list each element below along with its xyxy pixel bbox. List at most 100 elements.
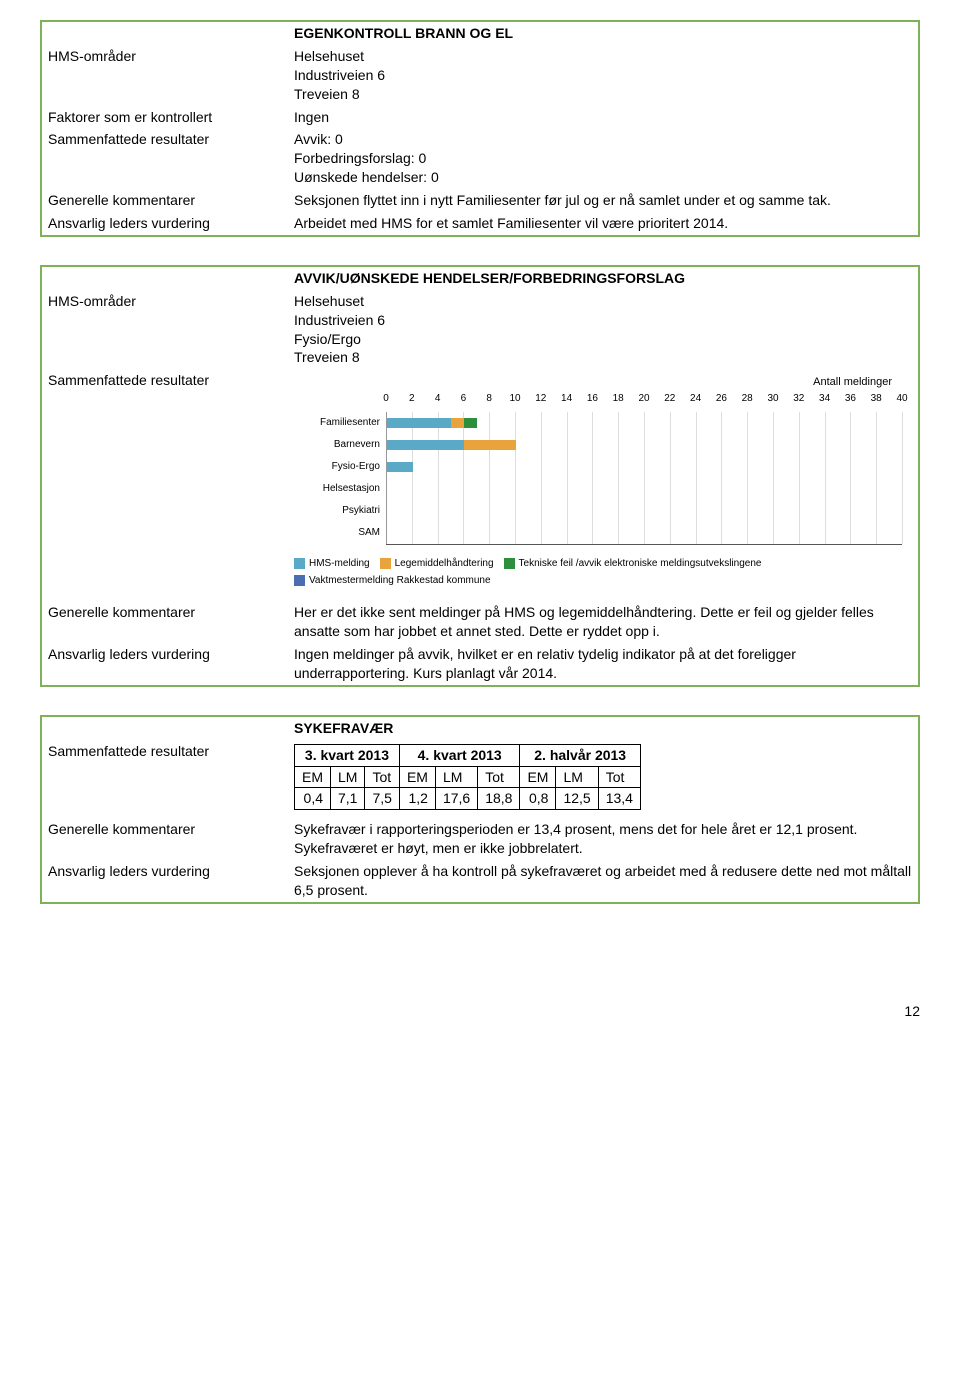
- box2-header: AVVIK/UØNSKEDE HENDELSER/FORBEDRINGSFORS…: [292, 267, 918, 290]
- bar-Familiesenter-tek: [464, 418, 477, 428]
- table-sub-header: EM: [399, 766, 435, 788]
- xtick-40: 40: [896, 392, 907, 406]
- xtick-8: 8: [486, 392, 492, 406]
- table-value: 0,8: [520, 788, 556, 810]
- xtick-4: 4: [435, 392, 441, 406]
- box3-table-cell: 3. kvart 20134. kvart 20132. halvår 2013…: [292, 740, 918, 819]
- chart-container: Antall meldinger 02468101214161820222426…: [292, 369, 918, 601]
- table-sub-header: Tot: [365, 766, 399, 788]
- table-sub-header: EM: [520, 766, 556, 788]
- chart-plot: FamiliesenterBarnevernFysio-ErgoHelsesta…: [294, 412, 902, 544]
- box1-row-label-4: Ansvarlig leders vurdering: [42, 212, 292, 235]
- table-sub-header: LM: [556, 766, 598, 788]
- xtick-2: 2: [409, 392, 415, 406]
- table-sub-header: LM: [331, 766, 365, 788]
- xtick-38: 38: [871, 392, 882, 406]
- box2-bottom-value-1: Ingen meldinger på avvik, hvilket er en …: [292, 643, 918, 685]
- bar-area-Barnevern: [386, 434, 902, 456]
- egenkontroll-block: EGENKONTROLL BRANN OG EL HMS-områderHels…: [40, 20, 920, 237]
- xtick-16: 16: [587, 392, 598, 406]
- box1-row-value-0: Helsehuset Industriveien 6 Treveien 8: [292, 45, 918, 106]
- xtick-34: 34: [819, 392, 830, 406]
- cat-label-Psykiatri: Psykiatri: [294, 504, 386, 518]
- bar-area-Helsestasjon: [386, 478, 902, 500]
- xtick-36: 36: [845, 392, 856, 406]
- box1-row-value-4: Arbeidet med HMS for et samlet Familiese…: [292, 212, 918, 235]
- sykefravaer-block: SYKEFRAVÆR Sammenfattede resultater 3. k…: [40, 715, 920, 904]
- legend-item: Tekniske feil /avvik elektroniske meldin…: [504, 557, 762, 571]
- xtick-24: 24: [690, 392, 701, 406]
- table-value: 18,8: [478, 788, 520, 810]
- xtick-20: 20: [638, 392, 649, 406]
- table-value: 17,6: [435, 788, 477, 810]
- xtick-22: 22: [664, 392, 675, 406]
- box1-row-value-3: Seksjonen flyttet inn i nytt Familiesent…: [292, 189, 918, 212]
- box1-row-label-3: Generelle kommentarer: [42, 189, 292, 212]
- box2-top-label-0: HMS-områder: [42, 290, 292, 313]
- xtick-30: 30: [767, 392, 778, 406]
- xtick-26: 26: [716, 392, 727, 406]
- table-group-header: 3. kvart 2013: [295, 744, 400, 766]
- bar-area-Familiesenter: [386, 412, 902, 434]
- cat-label-Barnevern: Barnevern: [294, 438, 386, 452]
- table-sub-header: EM: [295, 766, 331, 788]
- box1-row-label-1: Faktorer som er kontrollert: [42, 106, 292, 129]
- bar-area-Fysio-Ergo: [386, 456, 902, 478]
- bar-area-Psykiatri: [386, 500, 902, 522]
- table-group-header: 4. kvart 2013: [399, 744, 520, 766]
- box3-bottom-value-1: Seksjonen opplever å ha kontroll på syke…: [292, 860, 918, 902]
- box2-resultater-label: Sammenfattede resultater: [42, 369, 292, 392]
- legend-swatch: [504, 558, 515, 569]
- cat-label-SAM: SAM: [294, 526, 386, 540]
- legend-swatch: [294, 558, 305, 569]
- table-value: 7,1: [331, 788, 365, 810]
- bar-Barnevern-lege: [464, 440, 516, 450]
- xtick-14: 14: [561, 392, 572, 406]
- chart-xaxis: 0246810121416182022242628303234363840: [386, 392, 902, 406]
- box3-header: SYKEFRAVÆR: [292, 717, 918, 740]
- box1-row-label-2: Sammenfattede resultater: [42, 128, 292, 151]
- box3-spacer: [42, 717, 292, 721]
- chart-baseline: [386, 544, 902, 545]
- table-sub-header: LM: [435, 766, 477, 788]
- legend-item: HMS-melding: [294, 557, 370, 571]
- xtick-6: 6: [461, 392, 467, 406]
- legend-item: Vaktmestermelding Rakkestad kommune: [294, 574, 491, 588]
- legend-swatch: [380, 558, 391, 569]
- box1-row0-label: [42, 22, 292, 26]
- xtick-10: 10: [509, 392, 520, 406]
- table-group-header: 2. halvår 2013: [520, 744, 641, 766]
- table-value: 12,5: [556, 788, 598, 810]
- table-sub-header: Tot: [598, 766, 640, 788]
- box1-row-label-0: HMS-områder: [42, 45, 292, 68]
- page-number: 12: [40, 932, 920, 1021]
- box2-bottom-label-1: Ansvarlig leders vurdering: [42, 643, 292, 666]
- box1-row-value-2: Avvik: 0 Forbedringsforslag: 0 Uønskede …: [292, 128, 918, 189]
- box2-bottom-label-0: Generelle kommentarer: [42, 601, 292, 624]
- xtick-28: 28: [742, 392, 753, 406]
- xtick-32: 32: [793, 392, 804, 406]
- legend-item: Legemiddelhåndtering: [380, 557, 494, 571]
- table-value: 1,2: [399, 788, 435, 810]
- box2-spacer: [42, 267, 292, 271]
- legend-swatch: [294, 575, 305, 586]
- table-value: 0,4: [295, 788, 331, 810]
- xtick-18: 18: [613, 392, 624, 406]
- box3-bottom-label-1: Ansvarlig leders vurdering: [42, 860, 292, 883]
- cat-label-Helsestasjon: Helsestasjon: [294, 482, 386, 496]
- table-sub-header: Tot: [478, 766, 520, 788]
- bar-Familiesenter-hms: [387, 418, 451, 428]
- chart-axis-title: Antall meldinger: [813, 375, 892, 390]
- bar-area-SAM: [386, 522, 902, 544]
- table-value: 13,4: [598, 788, 640, 810]
- sykefravaer-table: 3. kvart 20134. kvart 20132. halvår 2013…: [294, 744, 641, 811]
- box1-header: EGENKONTROLL BRANN OG EL: [292, 22, 918, 45]
- table-value: 7,5: [365, 788, 399, 810]
- xtick-12: 12: [535, 392, 546, 406]
- xtick-0: 0: [383, 392, 389, 406]
- box2-top-value-0: Helsehuset Industriveien 6 Fysio/Ergo Tr…: [292, 290, 918, 370]
- cat-label-Familiesenter: Familiesenter: [294, 416, 386, 430]
- chart-legend: HMS-melding Legemiddelhåndtering Tekniske …: [294, 557, 902, 587]
- box3-bottom-value-0: Sykefravær i rapporteringsperioden er 13…: [292, 818, 918, 860]
- bar-Barnevern-hms: [387, 440, 464, 450]
